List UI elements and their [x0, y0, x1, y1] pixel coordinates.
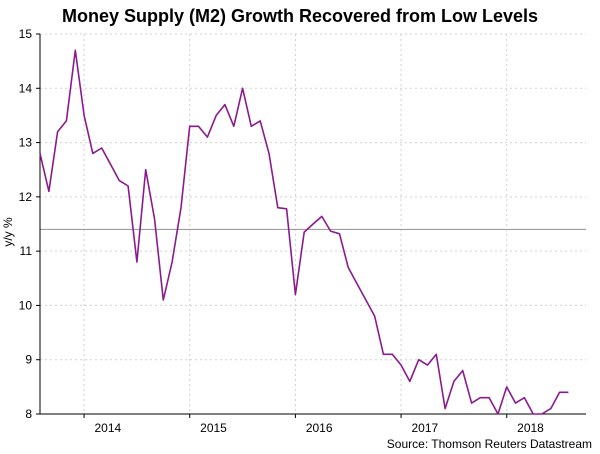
series-group: [39, 49, 569, 415]
y-tick-label: 9: [25, 353, 32, 367]
y-tick-label: 14: [19, 81, 33, 95]
y-tick-label: 11: [20, 244, 33, 258]
chart-title: Money Supply (M2) Growth Recovered from …: [62, 6, 538, 26]
y-axis-label: y/y %: [1, 217, 15, 247]
x-tick-label: 2016: [306, 421, 333, 435]
x-tick-label: 2015: [200, 421, 227, 435]
x-tick-label: 2014: [94, 421, 121, 435]
x-tick-label: 2018: [517, 421, 544, 435]
series-line-m2: [39, 49, 569, 415]
source-note: Source: Thomson Reuters Datastream: [387, 437, 592, 451]
y-tick-label: 12: [19, 190, 33, 204]
y-tick-label: 13: [19, 136, 33, 150]
tick-labels: 8 9 10 11 12 13 14 15 2014 2015 2016 2017 2018: [19, 27, 545, 435]
y-tick-label: 15: [19, 27, 33, 41]
x-tick-label: 2017: [412, 421, 439, 435]
axes: [36, 33, 586, 418]
y-tick-label: 10: [19, 298, 33, 312]
y-tick-label: 8: [25, 407, 32, 421]
grid: [40, 33, 586, 415]
